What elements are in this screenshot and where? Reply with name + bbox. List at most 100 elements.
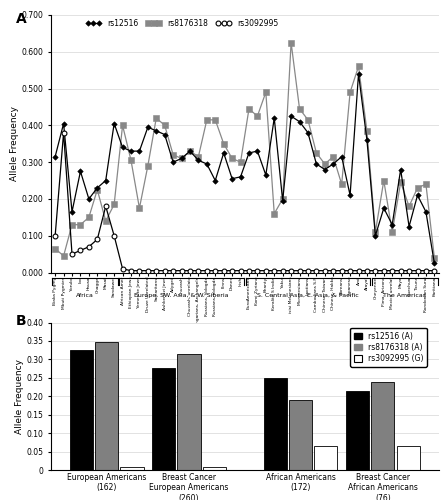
- rs12516: [154, 128, 159, 134]
- rs12516: [423, 209, 428, 215]
- Line: rs3092995: rs3092995: [53, 130, 437, 273]
- rs3092995: [246, 268, 252, 274]
- Bar: [120, 467, 144, 470]
- rs8176318: [61, 253, 66, 259]
- rs12516: [112, 120, 117, 126]
- Legend: rs12516, rs8176318, rs3092995: rs12516, rs8176318, rs3092995: [86, 19, 279, 28]
- rs8176318: [373, 229, 378, 235]
- rs3092995: [255, 268, 260, 274]
- rs3092995: [373, 268, 378, 274]
- rs12516: [128, 148, 134, 154]
- rs3092995: [171, 268, 176, 274]
- rs8176318: [204, 117, 210, 123]
- rs8176318: [415, 185, 420, 191]
- rs12516: [263, 172, 268, 178]
- rs3092995: [398, 268, 403, 274]
- rs8176318: [187, 148, 193, 154]
- rs12516: [137, 148, 142, 154]
- rs3092995: [263, 268, 268, 274]
- rs12516: [339, 154, 344, 160]
- rs12516: [305, 130, 311, 136]
- rs3092995: [314, 268, 319, 274]
- rs8176318: [86, 214, 92, 220]
- rs12516: [431, 260, 437, 266]
- rs12516: [272, 115, 277, 121]
- Bar: [396, 446, 420, 470]
- rs3092995: [272, 268, 277, 274]
- rs3092995: [280, 268, 285, 274]
- rs12516: [364, 137, 369, 143]
- Text: The Americas: The Americas: [383, 292, 426, 298]
- Bar: [70, 350, 93, 470]
- rs12516: [322, 166, 327, 172]
- rs12516: [297, 118, 302, 124]
- rs12516: [179, 156, 184, 162]
- rs3092995: [120, 266, 125, 272]
- rs12516: [204, 161, 210, 167]
- rs8176318: [389, 229, 395, 235]
- Line: rs8176318: rs8176318: [53, 40, 437, 260]
- rs8176318: [171, 152, 176, 158]
- Y-axis label: Allele Frequency: Allele Frequency: [10, 106, 19, 181]
- rs8176318: [364, 128, 369, 134]
- rs3092995: [103, 204, 109, 210]
- rs8176318: [213, 117, 218, 123]
- rs3092995: [128, 268, 134, 274]
- rs8176318: [95, 186, 100, 192]
- rs12516: [389, 222, 395, 228]
- rs3092995: [145, 268, 151, 274]
- rs3092995: [162, 268, 167, 274]
- rs3092995: [238, 268, 243, 274]
- rs8176318: [314, 150, 319, 156]
- rs8176318: [162, 122, 167, 128]
- rs12516: [78, 168, 83, 174]
- rs3092995: [364, 268, 369, 274]
- rs3092995: [322, 268, 327, 274]
- rs8176318: [221, 141, 226, 147]
- rs8176318: [120, 122, 125, 128]
- rs3092995: [179, 268, 184, 274]
- rs3092995: [196, 268, 201, 274]
- rs8176318: [339, 181, 344, 187]
- rs3092995: [213, 268, 218, 274]
- rs12516: [238, 174, 243, 180]
- rs12516: [288, 113, 294, 119]
- rs8176318: [305, 117, 311, 123]
- rs12516: [246, 150, 252, 156]
- rs8176318: [154, 115, 159, 121]
- rs12516: [70, 209, 75, 215]
- rs8176318: [288, 40, 294, 46]
- rs3092995: [229, 268, 235, 274]
- rs12516: [213, 178, 218, 184]
- rs8176318: [128, 158, 134, 164]
- rs3092995: [112, 232, 117, 238]
- Text: A: A: [16, 12, 27, 26]
- rs3092995: [86, 244, 92, 250]
- rs8176318: [330, 154, 336, 160]
- rs12516: [347, 192, 353, 198]
- Bar: [203, 467, 226, 470]
- rs12516: [356, 71, 361, 77]
- rs8176318: [229, 156, 235, 162]
- rs12516: [330, 161, 336, 167]
- rs12516: [53, 154, 58, 160]
- rs8176318: [431, 255, 437, 261]
- rs3092995: [406, 268, 412, 274]
- rs3092995: [204, 268, 210, 274]
- rs8176318: [406, 204, 412, 210]
- Bar: [152, 368, 175, 470]
- rs12516: [103, 178, 109, 184]
- rs12516: [221, 150, 226, 156]
- rs3092995: [330, 268, 336, 274]
- Line: rs12516: rs12516: [53, 72, 436, 265]
- rs12516: [415, 192, 420, 198]
- rs12516: [196, 158, 201, 164]
- rs8176318: [112, 202, 117, 207]
- rs12516: [86, 196, 92, 202]
- rs12516: [171, 159, 176, 165]
- rs8176318: [280, 196, 285, 202]
- rs8176318: [356, 64, 361, 70]
- rs8176318: [423, 181, 428, 187]
- Bar: [371, 382, 394, 470]
- rs8176318: [145, 163, 151, 169]
